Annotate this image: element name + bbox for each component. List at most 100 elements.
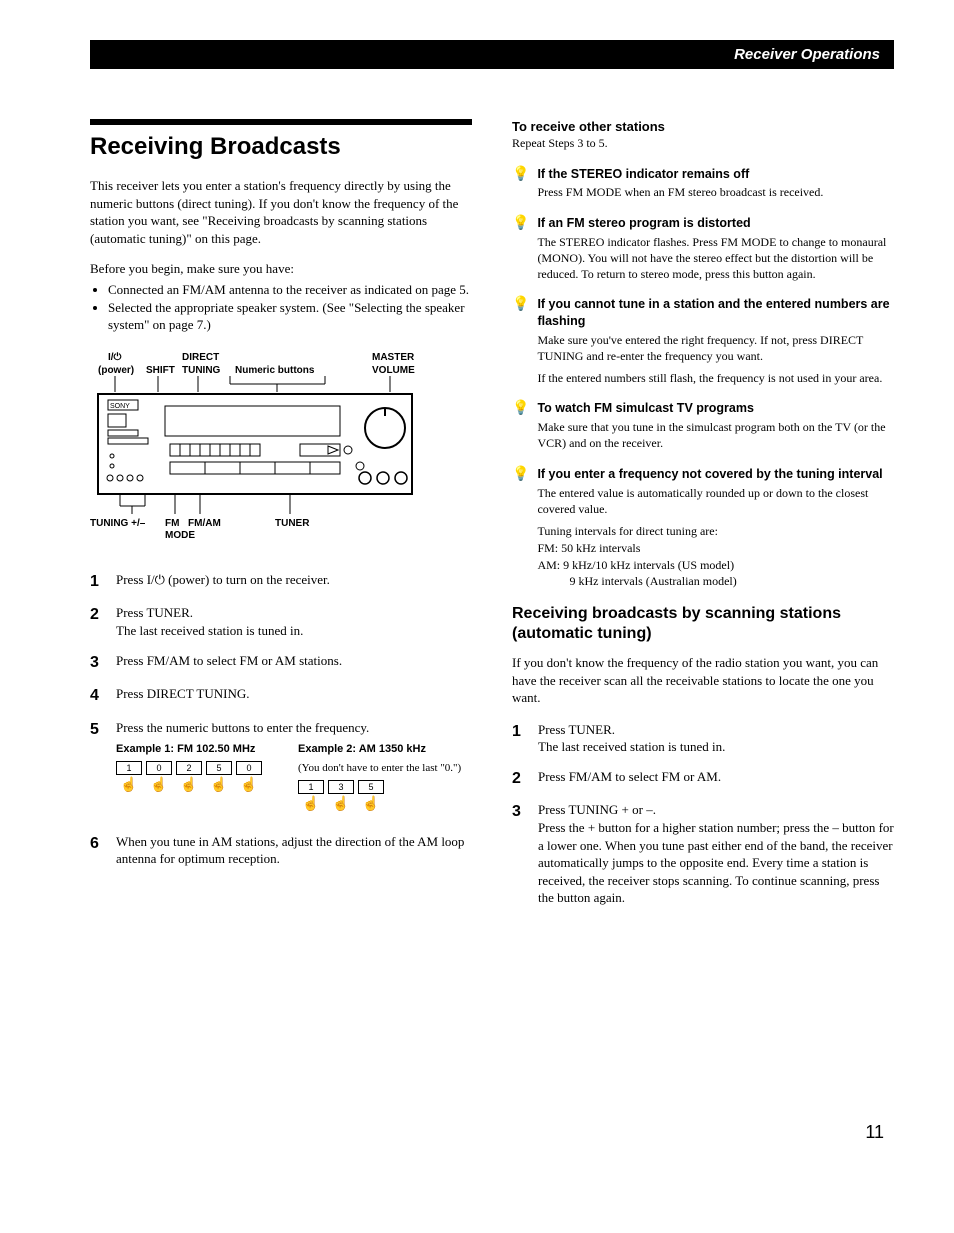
step: 3 Press TUNING + or –. Press the + butto…	[512, 801, 894, 906]
tip-text: Press FM MODE when an FM stereo broadcas…	[537, 184, 894, 200]
section-heading: Receiving broadcasts by scanning station…	[512, 604, 894, 644]
tip-icon: 💡	[512, 296, 529, 386]
bullet-item: Selected the appropriate speaker system.…	[108, 299, 472, 334]
step-text: Press TUNING + or –.	[538, 802, 656, 817]
tip: 💡 To watch FM simulcast TV programs Make…	[512, 400, 894, 451]
key: 0	[146, 761, 172, 775]
header-title: Receiver Operations	[734, 46, 880, 63]
sub-text: Repeat Steps 3 to 5.	[512, 136, 894, 152]
tip-text: The entered value is automatically round…	[537, 485, 894, 517]
step-text: Press TUNER.	[116, 605, 193, 620]
page-number: 11	[865, 1122, 884, 1143]
step-text: Press TUNER.	[538, 722, 615, 737]
hand-icon: ☝	[116, 777, 142, 796]
bullet-item: Connected an FM/AM antenna to the receiv…	[108, 281, 472, 299]
svg-text:DIRECT: DIRECT	[182, 352, 219, 363]
svg-text:SONY: SONY	[110, 403, 130, 410]
step: 6 When you tune in AM stations, adjust t…	[90, 833, 472, 868]
tip-text: The STEREO indicator flashes. Press FM M…	[537, 234, 894, 283]
key: 3	[328, 780, 354, 794]
before-begin: Before you begin, make sure you have:	[90, 261, 472, 277]
header-bar: Receiver Operations	[90, 40, 894, 69]
hand-icon: ☝	[298, 796, 324, 815]
svg-text:MODE: MODE	[165, 530, 195, 541]
hand-icon: ☝	[146, 777, 172, 796]
receiver-diagram: I/⏻ (power) SHIFT DIRECT TUNING Numeric …	[90, 348, 472, 553]
intro-text: This receiver lets you enter a station's…	[90, 177, 472, 247]
bullet-list: Connected an FM/AM antenna to the receiv…	[90, 281, 472, 334]
key: 0	[236, 761, 262, 775]
svg-text:(power): (power)	[98, 365, 134, 376]
step: 4 Press DIRECT TUNING.	[90, 685, 472, 707]
step-number: 6	[90, 833, 106, 868]
step-number: 2	[90, 604, 106, 639]
step: 1 Press TUNER. The last received station…	[512, 721, 894, 756]
key: 1	[116, 761, 142, 775]
hand-icon: ☝	[358, 796, 384, 815]
step: 2 Press TUNER. The last received station…	[90, 604, 472, 639]
step-text: Press FM/AM to select FM or AM.	[538, 768, 894, 790]
step-number: 3	[512, 801, 528, 906]
tip-text: Make sure you've entered the right frequ…	[537, 332, 894, 364]
svg-text:TUNING +/–: TUNING +/–	[90, 518, 146, 529]
tip-text: Make sure that you tune in the simulcast…	[537, 419, 894, 451]
svg-text:MASTER: MASTER	[372, 352, 415, 363]
step-text: Press FM/AM to select FM or AM stations.	[116, 652, 472, 674]
svg-text:I/⏻: I/⏻	[108, 351, 122, 363]
step-number: 2	[512, 768, 528, 790]
tip-icon: 💡	[512, 400, 529, 451]
tip-icon: 💡	[512, 215, 529, 282]
step-extra: Press the + button for a higher station …	[538, 820, 894, 905]
tip: 💡 If you cannot tune in a station and th…	[512, 296, 894, 386]
intervals-fm: FM: 50 kHz intervals	[537, 540, 894, 557]
step-text: When you tune in AM stations, adjust the…	[116, 833, 472, 868]
svg-text:TUNER: TUNER	[275, 518, 310, 529]
step-text: Press the numeric buttons to enter the f…	[116, 720, 369, 735]
step-extra: The last received station is tuned in.	[116, 623, 303, 638]
hand-icon: ☝	[206, 777, 232, 796]
svg-text:TUNING: TUNING	[182, 365, 221, 376]
svg-text:FM: FM	[165, 518, 179, 529]
step-text: Press DIRECT TUNING.	[116, 685, 472, 707]
svg-text:FM/AM: FM/AM	[188, 518, 221, 529]
step: 5 Press the numeric buttons to enter the…	[90, 719, 472, 815]
tip-text-2: If the entered numbers still flash, the …	[537, 370, 894, 386]
title-rule	[90, 119, 472, 125]
step: 1 Press I/⏻ (power) to turn on the recei…	[90, 571, 472, 593]
sub-heading: To receive other stations	[512, 119, 894, 134]
tip-icon: 💡	[512, 466, 529, 590]
auto-intro: If you don't know the frequency of the r…	[512, 654, 894, 707]
svg-text:VOLUME: VOLUME	[372, 365, 415, 376]
tip: 💡 If an FM stereo program is distorted T…	[512, 215, 894, 282]
step-number: 1	[90, 571, 106, 593]
example-title: Example 1: FM 102.50 MHz	[116, 742, 290, 757]
step: 3 Press FM/AM to select FM or AM station…	[90, 652, 472, 674]
key: 5	[358, 780, 384, 794]
intervals-intro: Tuning intervals for direct tuning are:	[537, 523, 894, 540]
svg-text:SHIFT: SHIFT	[146, 365, 175, 376]
tip-title: To watch FM simulcast TV programs	[537, 400, 894, 417]
key: 5	[206, 761, 232, 775]
intervals-am1: AM: 9 kHz/10 kHz intervals (US model)	[537, 557, 894, 574]
tip-icon: 💡	[512, 166, 529, 201]
step-number: 3	[90, 652, 106, 674]
step-number: 5	[90, 719, 106, 815]
main-heading: Receiving Broadcasts	[90, 133, 472, 161]
step-number: 4	[90, 685, 106, 707]
key: 2	[176, 761, 202, 775]
example-title: Example 2: AM 1350 kHz	[298, 742, 472, 757]
tip-title: If you enter a frequency not covered by …	[537, 466, 894, 483]
svg-text:Numeric buttons: Numeric buttons	[235, 365, 315, 376]
hand-icon: ☝	[328, 796, 354, 815]
intervals-am2: 9 kHz intervals (Australian model)	[537, 573, 894, 590]
tip-title: If an FM stereo program is distorted	[537, 215, 894, 232]
tip: 💡 If you enter a frequency not covered b…	[512, 466, 894, 590]
hand-icon: ☝	[236, 777, 262, 796]
tip-title: If the STEREO indicator remains off	[537, 166, 894, 183]
right-column: To receive other stations Repeat Steps 3…	[512, 119, 894, 919]
key: 1	[298, 780, 324, 794]
hand-icon: ☝	[176, 777, 202, 796]
example-note: (You don't have to enter the last "0.")	[298, 761, 472, 776]
step: 2 Press FM/AM to select FM or AM.	[512, 768, 894, 790]
tip: 💡 If the STEREO indicator remains off Pr…	[512, 166, 894, 201]
